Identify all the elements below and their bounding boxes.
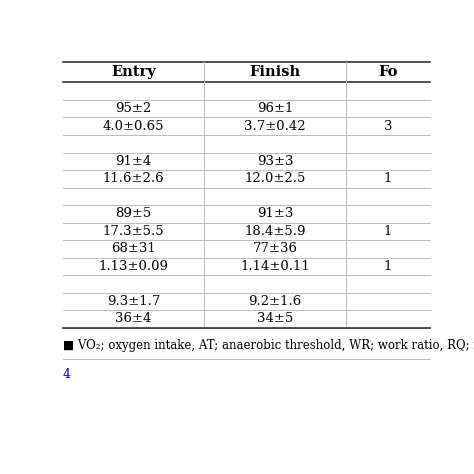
Text: 3.7±0.42: 3.7±0.42 [244,120,306,133]
Text: Finish: Finish [249,65,301,79]
Text: 3: 3 [384,120,392,133]
Text: 4.0±0.65: 4.0±0.65 [103,120,164,133]
Text: 1.13±0.09: 1.13±0.09 [99,260,169,273]
Text: 1: 1 [384,260,392,273]
Text: 34±5: 34±5 [257,312,293,326]
Text: 68±31: 68±31 [111,242,156,255]
Text: 96±1: 96±1 [257,102,293,115]
Text: 95±2: 95±2 [116,102,152,115]
Text: 91±3: 91±3 [257,207,293,220]
Text: Fo: Fo [378,65,398,79]
Text: 1: 1 [384,172,392,185]
Text: 93±3: 93±3 [257,155,293,168]
Text: 9.2±1.6: 9.2±1.6 [248,295,301,308]
Text: 89±5: 89±5 [116,207,152,220]
Text: 36±4: 36±4 [116,312,152,326]
Text: 12.0±2.5: 12.0±2.5 [245,172,306,185]
Text: ■ VO₂; oxygen intake, AT; anaerobic threshold, WR; work ratio, RQ; resp: ■ VO₂; oxygen intake, AT; anaerobic thre… [63,338,474,352]
Text: 77±36: 77±36 [253,242,298,255]
Text: 18.4±5.9: 18.4±5.9 [244,225,306,238]
Text: 1: 1 [384,225,392,238]
Text: Entry: Entry [111,65,156,79]
Text: 91±4: 91±4 [116,155,152,168]
Text: 1.14±0.11: 1.14±0.11 [240,260,310,273]
Text: 9.3±1.7: 9.3±1.7 [107,295,160,308]
Text: 11.6±2.6: 11.6±2.6 [103,172,164,185]
Text: 4: 4 [63,368,71,381]
Text: 17.3±5.5: 17.3±5.5 [103,225,164,238]
